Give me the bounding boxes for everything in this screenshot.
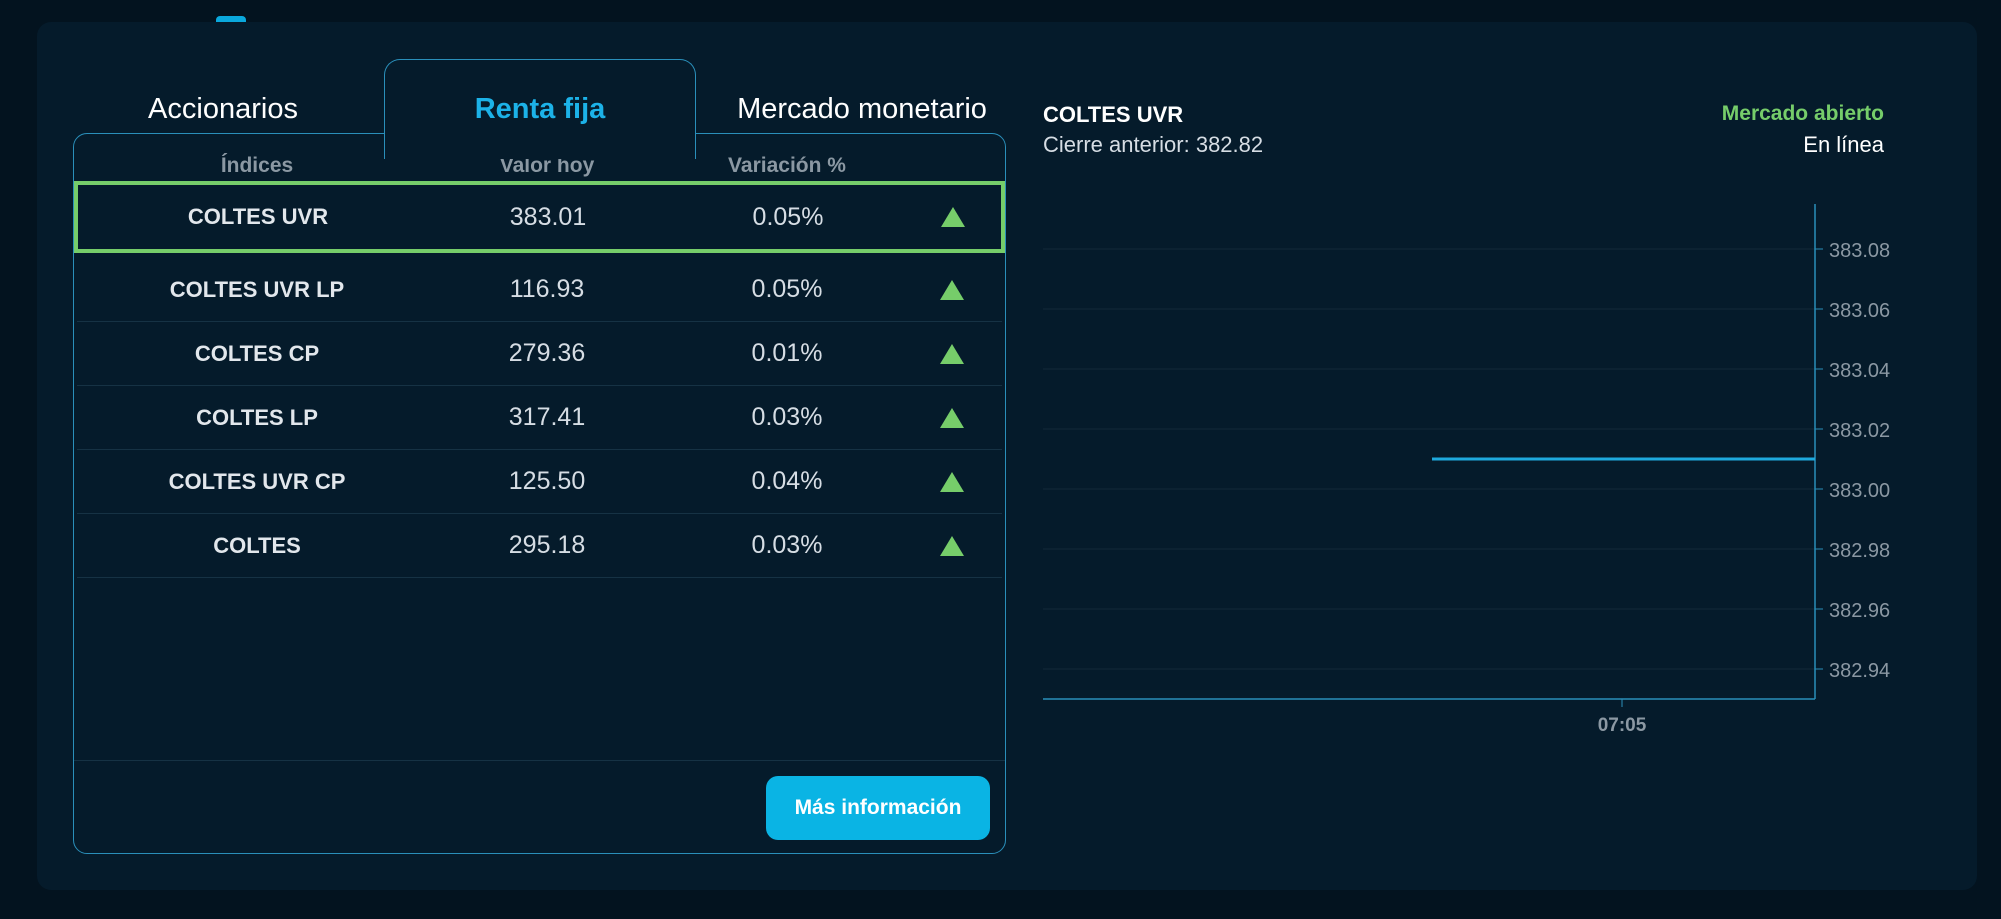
y-tick-label: 382.94 [1829,660,1890,682]
panel-divider [74,760,1005,761]
chart-title: COLTES UVR [1043,102,1184,127]
index-name: COLTES CP [194,340,320,366]
index-variation: 0.05% [752,202,824,231]
table-row[interactable]: COLTES LP 317.41 0.03% [77,386,1002,450]
index-name: COLTES [213,532,301,558]
index-name: COLTES UVR [187,204,329,229]
y-tick-label: 383.08 [1829,240,1890,262]
trend-up-icon [941,207,965,227]
index-variation: 0.01% [751,339,823,367]
market-status: Mercado abierto [1721,102,1884,125]
trend-up-icon [940,279,964,300]
table-row[interactable]: COLTES 295.18 0.03% [77,514,1002,578]
y-tick-label: 383.02 [1829,420,1890,442]
y-tick-label: 383.04 [1829,360,1890,382]
connection-status: En línea [1803,132,1884,157]
y-tick-label: 383.00 [1829,480,1890,502]
index-value: 279.36 [508,339,586,367]
header-valor-hoy: Valor hoy [499,154,595,177]
index-value: 295.18 [508,531,586,559]
tab-mercado-monetario[interactable]: Mercado monetario [717,59,1007,159]
top-accent [216,16,246,24]
index-variation: 0.04% [751,467,823,495]
y-tick-label: 382.96 [1829,600,1890,622]
price-chart: 382.94 382.96 382.98 383.00 383.02 383.04 383.… [1043,204,1890,736]
index-name: COLTES UVR CP [168,468,346,494]
more-info-button[interactable]: Más información [766,776,990,840]
tab-label: Accionarios [148,92,298,125]
index-variation: 0.05% [751,275,823,303]
tab-accionarios[interactable]: Accionarios [103,59,343,159]
index-value: 383.01 [509,202,587,231]
y-tick-label: 382.98 [1829,540,1890,562]
index-name: COLTES LP [196,404,318,430]
x-tick-label: 07:05 [1598,715,1647,736]
trend-up-icon [940,407,964,428]
table-row[interactable]: COLTES UVR 383.01 0.05% [74,181,1005,253]
indices-table-panel: Índices Valor hoy Variación % COLTES UVR… [73,133,1006,854]
header-indices: Índices [220,154,294,177]
index-variation: 0.03% [751,531,823,559]
trend-up-icon [940,535,964,556]
market-card: Accionarios Renta fija Mercado monetario… [37,22,1977,890]
tab-label: Mercado monetario [737,92,987,125]
table-row[interactable]: COLTES UVR CP 125.50 0.04% [77,450,1002,514]
trend-up-icon [940,343,964,364]
index-name: COLTES UVR LP [169,276,345,302]
tab-label: Renta fija [474,93,606,125]
trend-up-icon [940,471,964,492]
tab-renta-fija[interactable]: Renta fija [384,59,696,159]
index-value: 116.93 [509,275,585,303]
index-variation: 0.03% [751,403,823,431]
table-row[interactable]: COLTES CP 279.36 0.01% [77,322,1002,386]
index-value: 317.41 [508,403,586,431]
y-tick-label: 383.06 [1829,300,1890,322]
header-variacion: Variación % [728,154,846,177]
table-row[interactable]: COLTES UVR LP 116.93 0.05% [77,258,1002,322]
previous-close: Cierre anterior: 382.82 [1043,132,1264,157]
index-value: 125.50 [508,467,586,495]
